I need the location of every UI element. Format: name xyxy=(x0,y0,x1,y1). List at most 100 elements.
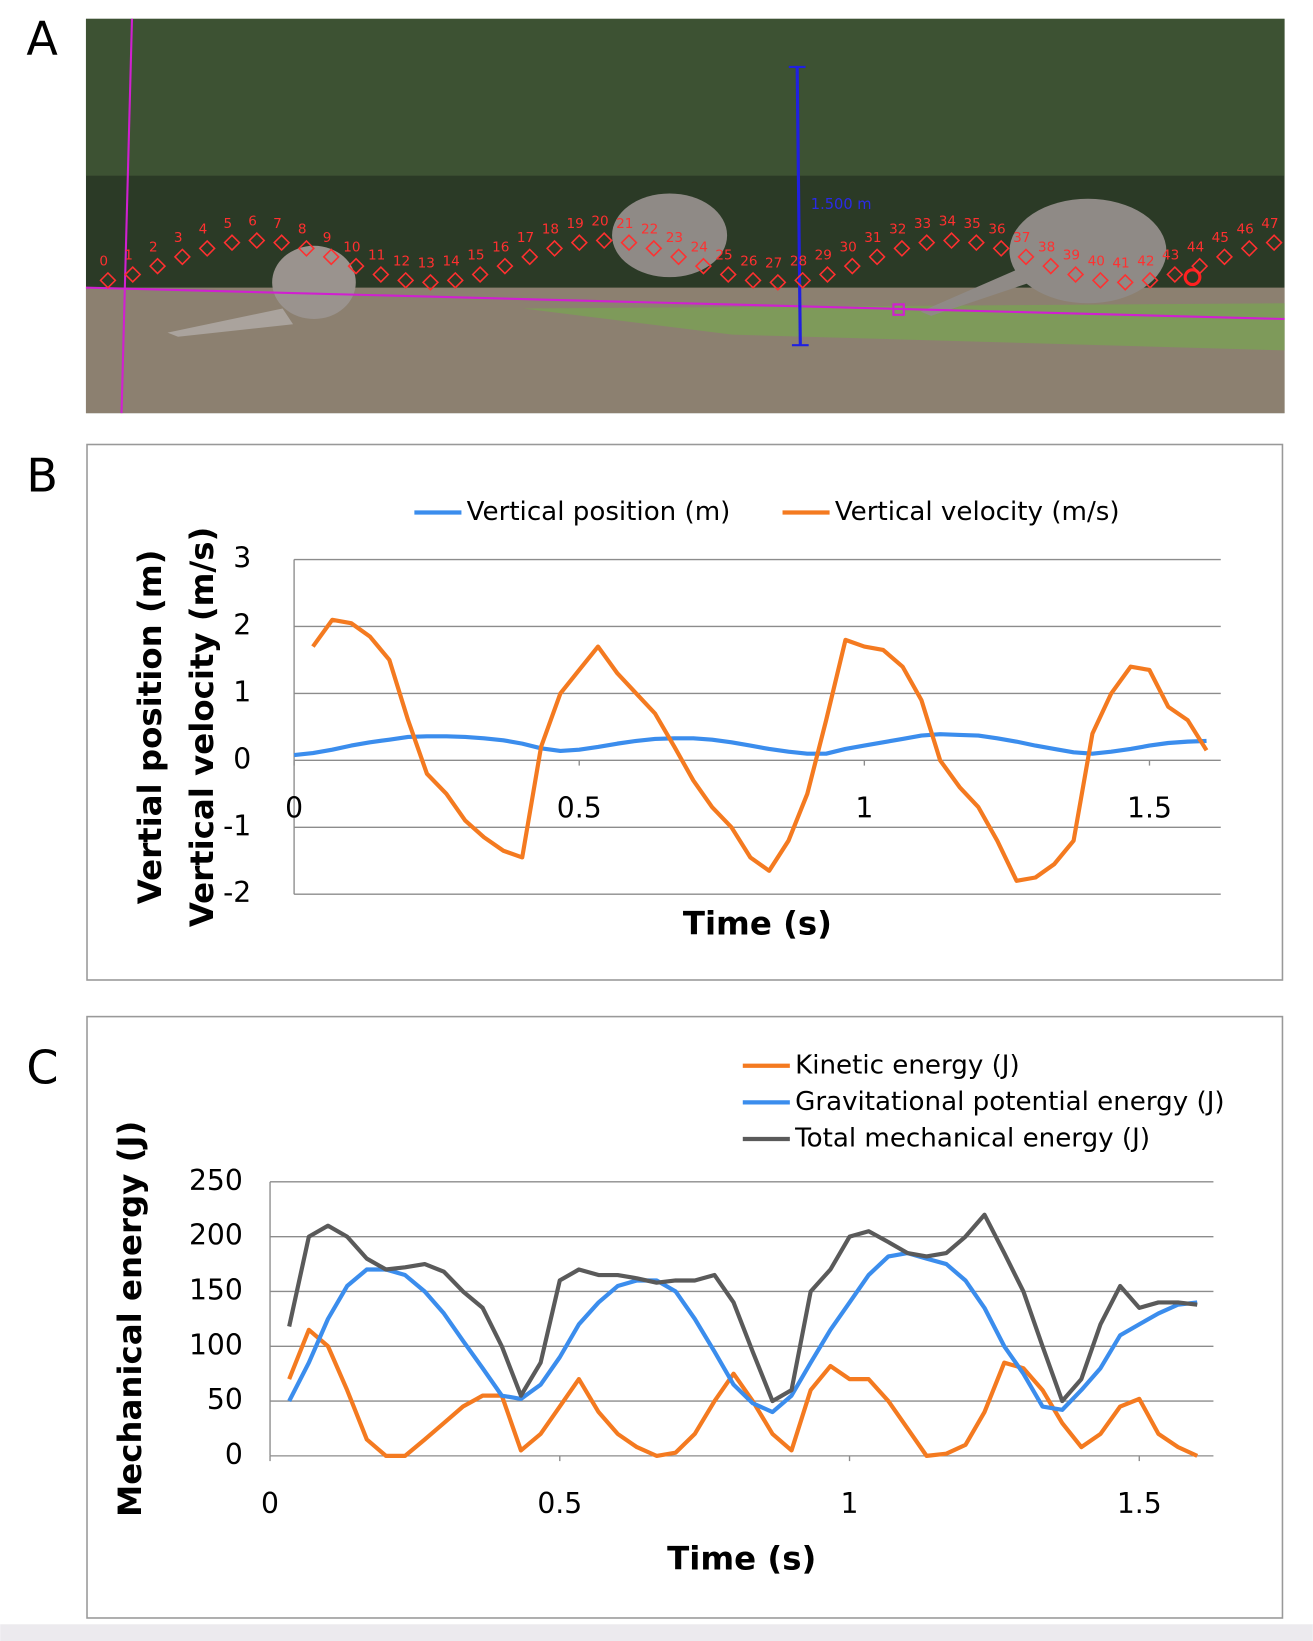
track-label: 11 xyxy=(368,248,385,264)
track-marker xyxy=(943,232,961,250)
track-label: 47 xyxy=(1261,216,1278,232)
track-label: 36 xyxy=(988,222,1005,238)
track-marker xyxy=(620,234,638,252)
series-line xyxy=(293,732,1207,758)
track-label: 23 xyxy=(666,230,683,246)
track-label: 27 xyxy=(765,256,782,272)
kangaroo xyxy=(272,245,356,319)
track-marker xyxy=(124,266,142,284)
scale-label: 1.500 m xyxy=(811,196,872,213)
series-line xyxy=(287,1327,1199,1458)
track-marker xyxy=(372,266,390,284)
track-marker xyxy=(471,266,489,284)
track-marker xyxy=(769,273,787,291)
track-marker xyxy=(248,232,266,250)
track-label: 41 xyxy=(1112,256,1129,272)
x-tick-label: 1.5 xyxy=(1117,1487,1162,1520)
track-label: 45 xyxy=(1212,230,1229,246)
track-label: 18 xyxy=(542,222,559,238)
kangaroo-tail xyxy=(167,308,294,337)
y-axis-title: Mechanical energy (J) xyxy=(111,1121,149,1517)
track-label: 33 xyxy=(914,216,931,232)
track-marker xyxy=(546,239,564,257)
track-marker xyxy=(1191,257,1209,275)
track-label: 8 xyxy=(298,222,307,238)
track-label: 30 xyxy=(839,239,856,255)
y-tick-label: 3 xyxy=(233,542,251,575)
legend-label: Vertical velocity (m/s) xyxy=(835,497,1120,527)
series-line xyxy=(287,1212,1198,1404)
track-marker xyxy=(347,257,365,275)
track-marker xyxy=(496,257,514,275)
current-point xyxy=(1183,268,1202,287)
track-marker xyxy=(1141,271,1159,289)
track-marker xyxy=(595,232,613,250)
y-axis-title: Vertical velocity (m/s) xyxy=(183,527,221,928)
track-marker xyxy=(397,271,415,289)
series-line xyxy=(287,1250,1198,1415)
track-label: 2 xyxy=(149,239,158,255)
track-label: 5 xyxy=(223,216,232,232)
track-label: 22 xyxy=(641,222,658,238)
track-label: 29 xyxy=(815,248,832,264)
track-label: 25 xyxy=(715,248,732,264)
legend-label: Gravitational potential energy (J) xyxy=(795,1087,1225,1117)
y-tick-label: 0 xyxy=(233,742,251,775)
track-label: 42 xyxy=(1137,253,1154,269)
x-axis-title: Time (s) xyxy=(667,1539,816,1577)
track-marker xyxy=(273,234,291,252)
track-label: 24 xyxy=(691,239,708,255)
track-label: 4 xyxy=(199,222,208,238)
track-label: 12 xyxy=(393,253,410,269)
track-label: 9 xyxy=(323,230,332,246)
legend-label: Vertical position (m) xyxy=(467,497,731,527)
y-tick-label: 200 xyxy=(189,1219,243,1252)
track-marker xyxy=(794,271,812,289)
track-label: 39 xyxy=(1063,248,1080,264)
track-label: 13 xyxy=(418,256,435,272)
track-label: 19 xyxy=(567,216,584,232)
track-label: 32 xyxy=(889,222,906,238)
track-label: 20 xyxy=(591,214,608,230)
x-tick-label: 0 xyxy=(261,1487,279,1520)
track-label: 1 xyxy=(124,248,133,264)
track-marker xyxy=(893,239,911,257)
panel-frame xyxy=(86,1015,1284,1619)
y-tick-label: 100 xyxy=(189,1328,243,1361)
origin-marker xyxy=(892,303,905,316)
y-tick-label: 150 xyxy=(189,1273,243,1306)
x-tick-label: 0 xyxy=(285,792,303,825)
track-marker xyxy=(1265,234,1283,252)
y-tick-label: 0 xyxy=(225,1438,243,1471)
track-marker xyxy=(992,239,1010,257)
track-marker xyxy=(670,248,688,266)
track-marker xyxy=(173,248,191,266)
x-tick-label: 1 xyxy=(841,1487,859,1520)
track-marker xyxy=(99,271,117,289)
kangaroo xyxy=(1009,198,1167,304)
legend-label: Total mechanical energy (J) xyxy=(794,1123,1150,1153)
track-marker xyxy=(446,271,464,289)
track-label: 17 xyxy=(517,230,534,246)
track-marker xyxy=(719,266,737,284)
track-label: 35 xyxy=(964,216,981,232)
track-label: 14 xyxy=(442,253,459,269)
track-label: 31 xyxy=(864,230,881,246)
track-marker xyxy=(521,248,539,266)
track-marker xyxy=(645,239,663,257)
track-label: 46 xyxy=(1236,222,1253,238)
track-marker xyxy=(694,257,712,275)
bottom-strip xyxy=(0,1624,1313,1641)
axis-line xyxy=(85,286,1285,321)
grass xyxy=(523,303,1285,351)
trees xyxy=(85,18,1285,176)
track-label: 15 xyxy=(467,248,484,264)
track-label: 16 xyxy=(492,239,509,255)
kangaroo xyxy=(612,193,728,278)
track-label: 38 xyxy=(1038,239,1055,255)
track-label: 7 xyxy=(273,216,282,232)
x-tick-label: 0.5 xyxy=(557,792,602,825)
track-label: 21 xyxy=(616,216,633,232)
